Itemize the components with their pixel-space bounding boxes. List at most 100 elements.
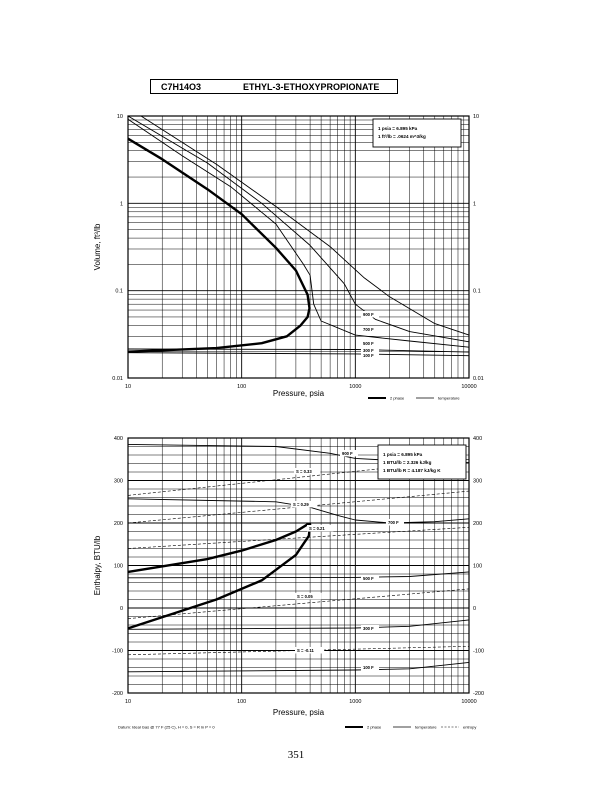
curve-label-bg bbox=[361, 625, 379, 632]
temperature-curve bbox=[127, 661, 470, 673]
chemical-formula: C7H14O3 bbox=[161, 82, 202, 92]
y-tick-label-right: 10 bbox=[473, 114, 479, 120]
legend-label: entropy bbox=[463, 725, 476, 730]
units-line: 1 ft³/lb = .0624 m^3/kg bbox=[378, 134, 426, 139]
x-axis-label: Pressure, psia bbox=[273, 708, 325, 717]
units-line: 1 BTU/lb R = 4.187 kJ/kg K bbox=[383, 468, 441, 473]
curve-label: S = 0.05 bbox=[297, 594, 313, 599]
units-line: 1 psia = 6.895 kPa bbox=[378, 126, 418, 131]
volume-chart: 10 100 1000 100000.010.11100.010.1110Pressu… bbox=[93, 114, 484, 401]
y-tick-label-right: -200 bbox=[473, 691, 484, 697]
curve-label: S = 0.29 bbox=[293, 502, 309, 507]
y-tick-label-left: -100 bbox=[112, 649, 123, 655]
y-axis-label: Enthalpy, BTU/lb bbox=[93, 535, 102, 595]
y-tick-label-right: 1 bbox=[473, 201, 476, 207]
y-tick-label-left: -200 bbox=[112, 691, 123, 697]
curve-label: 100 F bbox=[363, 665, 374, 670]
curve-label: 100 F bbox=[363, 353, 374, 358]
y-tick-label-left: 300 bbox=[114, 479, 123, 485]
y-tick-label-left: 10 bbox=[117, 114, 123, 120]
y-tick-label-right: 0.1 bbox=[473, 289, 481, 295]
legend-label: 2 phase bbox=[390, 396, 405, 401]
curve-label-bg bbox=[340, 450, 358, 457]
x-tick-label: 10000 bbox=[461, 384, 476, 390]
x-tick-label: 10000 bbox=[461, 699, 476, 705]
y-tick-label-right: 400 bbox=[473, 436, 482, 442]
legend-label: temperature bbox=[415, 725, 437, 730]
temperature-curve bbox=[140, 115, 470, 336]
temperature-curve bbox=[127, 348, 470, 353]
units-box bbox=[372, 118, 462, 148]
x-tick-label: 100 bbox=[237, 384, 246, 390]
curve-label-bg bbox=[361, 311, 379, 318]
page-number: 351 bbox=[287, 749, 305, 761]
x-tick-label: 10 bbox=[125, 699, 131, 705]
entropy-curve bbox=[127, 588, 470, 619]
temperature-curve bbox=[127, 498, 470, 524]
curve-label: 300 F bbox=[363, 348, 374, 353]
y-axis-label: Volume, ft³/lb bbox=[93, 223, 102, 270]
units-line: 1 BTU/lb = 2.326 kJ/kg bbox=[383, 460, 432, 465]
x-tick-label: 10 bbox=[125, 384, 131, 390]
y-tick-label-left: 0.01 bbox=[112, 376, 123, 382]
curve-label-bg bbox=[295, 593, 322, 600]
compound-name: ETHYL-3-ETHOXYPROPIONATE bbox=[243, 82, 380, 92]
x-tick-label: 1000 bbox=[349, 699, 361, 705]
curve-label: 500 F bbox=[363, 341, 374, 346]
curve-label-bg bbox=[361, 347, 379, 354]
curve-label-bg bbox=[361, 326, 379, 333]
y-tick-label-left: 400 bbox=[114, 436, 123, 442]
legend-label: temperature bbox=[438, 396, 460, 401]
y-tick-label-left: 200 bbox=[114, 521, 123, 527]
curve-label-bg bbox=[307, 525, 334, 532]
curve-label: S = 0.21 bbox=[309, 526, 325, 531]
plot-frame bbox=[127, 115, 470, 379]
y-tick-label-left: 100 bbox=[114, 564, 123, 570]
y-tick-label-right: 200 bbox=[473, 521, 482, 527]
y-tick-label-right: 0 bbox=[473, 606, 476, 612]
grid-lines bbox=[128, 116, 469, 378]
y-tick-label-right: -100 bbox=[473, 649, 484, 655]
temperature-curve bbox=[127, 619, 470, 630]
curve-label: 700 F bbox=[388, 520, 399, 525]
curve-label: 700 F bbox=[363, 327, 374, 332]
curve-label: S = -0.11 bbox=[297, 648, 315, 653]
temperature-curve bbox=[127, 118, 470, 348]
grid-lines bbox=[128, 438, 469, 693]
x-tick-label: 1000 bbox=[349, 384, 361, 390]
x-axis-label: Pressure, psia bbox=[273, 389, 325, 398]
entropy-curve bbox=[127, 527, 470, 549]
two-phase-envelope bbox=[127, 523, 312, 630]
chart-title-box: C7H14O3 ETHYL-3-ETHOXYPROPIONATE bbox=[150, 79, 398, 94]
curve-label-bg bbox=[361, 575, 379, 582]
temperature-curve bbox=[127, 571, 470, 579]
legend-label: 2 phase bbox=[367, 725, 382, 730]
y-tick-label-right: 100 bbox=[473, 564, 482, 570]
curve-label-bg bbox=[386, 519, 404, 526]
y-tick-label-right: 300 bbox=[473, 479, 482, 485]
curve-label-bg bbox=[291, 501, 318, 508]
curve-label-bg bbox=[361, 340, 379, 347]
curve-label-bg bbox=[361, 352, 379, 359]
y-tick-label-left: 0 bbox=[120, 606, 123, 612]
two-phase-envelope bbox=[127, 137, 311, 353]
datum-footnote: Datum: Ideal Gas @ 77 F (25 C), H = 0, S… bbox=[118, 725, 215, 730]
temperature-curve bbox=[127, 115, 470, 343]
plot-frame bbox=[127, 437, 470, 694]
curve-label: 900 F bbox=[342, 451, 353, 456]
y-tick-label-left: 1 bbox=[120, 201, 123, 207]
units-line: 1 psia = 6.895 kPa bbox=[383, 452, 423, 457]
x-tick-label: 100 bbox=[237, 699, 246, 705]
curve-label-bg bbox=[295, 647, 325, 654]
units-box bbox=[377, 444, 467, 480]
curve-label: 500 F bbox=[363, 576, 374, 581]
curve-label-bg bbox=[294, 468, 321, 475]
curve-label-bg bbox=[361, 664, 379, 671]
curve-label: S = 0.33 bbox=[296, 469, 312, 474]
y-tick-label-left: 0.1 bbox=[115, 289, 123, 295]
enthalpy-chart: 10 100 1000 10000-200-1000100200300400-200-… bbox=[93, 436, 484, 730]
temperature-curve bbox=[127, 352, 470, 357]
y-tick-label-right: 0.01 bbox=[473, 376, 484, 382]
curve-label: 300 F bbox=[363, 626, 374, 631]
